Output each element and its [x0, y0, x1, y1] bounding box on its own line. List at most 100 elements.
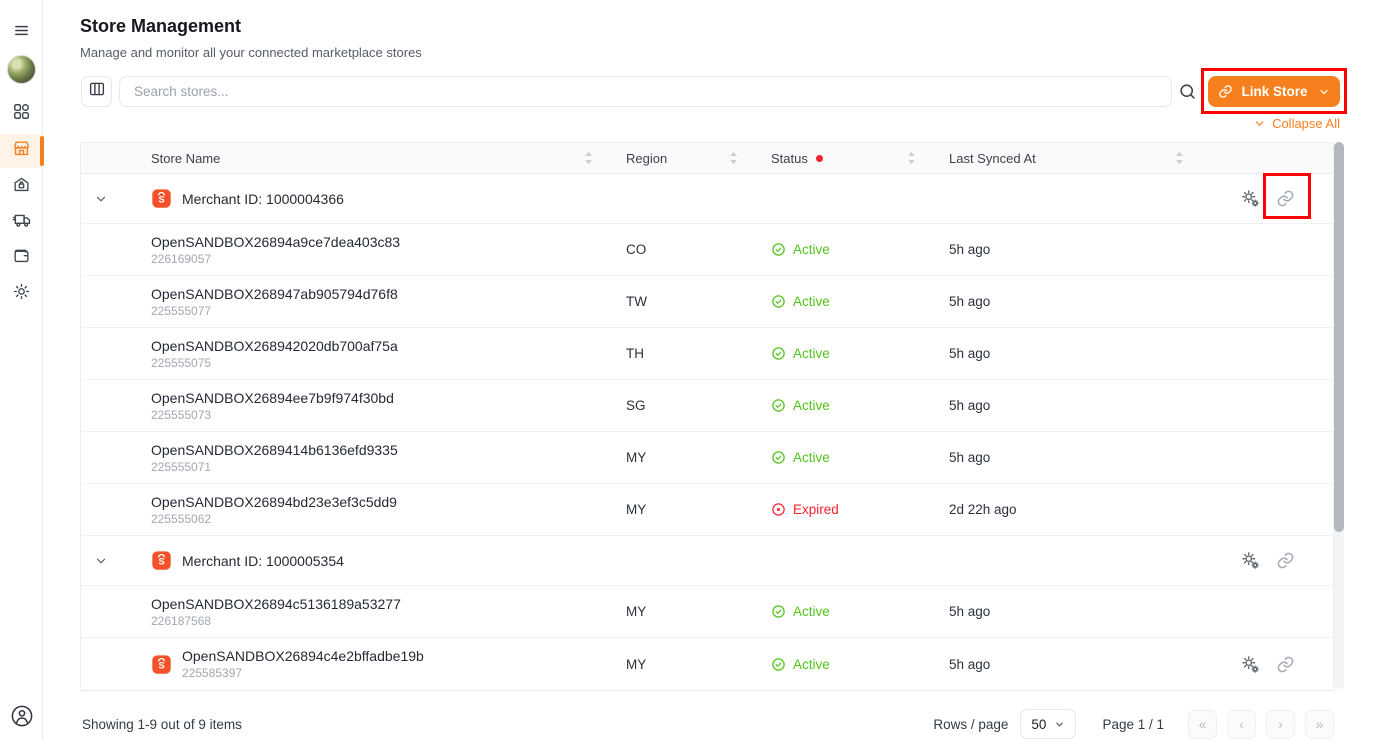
pagination-bar: Rows / page 50 Page 1 / 1 « ‹ › » [933, 709, 1334, 739]
status-label: Active [793, 242, 830, 257]
unlink-store-icon[interactable] [1274, 653, 1296, 675]
grid-icon [12, 102, 31, 126]
store-settings-icon[interactable] [1239, 653, 1261, 675]
store-row[interactable]: OpenSANDBOX26894a9ce7dea403c83 226169057 C… [81, 224, 1333, 276]
sidebar-item-dashboard[interactable] [0, 97, 43, 131]
sidebar-item-logistics[interactable] [0, 205, 43, 239]
previous-page-button[interactable]: ‹ [1227, 709, 1256, 739]
hamburger-menu-icon[interactable] [0, 13, 43, 47]
store-row[interactable]: OpenSANDBOX26894bd23e3ef3c5dd9 225555062 M… [81, 484, 1333, 536]
store-last-synced: 5h ago [949, 656, 991, 672]
store-name: OpenSANDBOX268947ab905794d76f8 [151, 285, 398, 302]
column-header-store-name[interactable]: Store Name [81, 143, 626, 173]
page-title: Store Management [80, 16, 242, 36]
home-lock-icon [12, 175, 31, 199]
collapse-all-button[interactable]: Collapse All [1253, 116, 1340, 131]
status-label: Active [793, 294, 830, 309]
status-icon [771, 502, 786, 517]
unlink-store-icon[interactable] [1274, 550, 1296, 572]
vertical-scrollbar-thumb[interactable] [1334, 142, 1344, 532]
store-last-synced: 5h ago [949, 346, 991, 361]
store-name: OpenSANDBOX26894a9ce7dea403c83 [151, 233, 401, 250]
sort-icon[interactable] [583, 151, 594, 165]
store-id: 225585397 [182, 666, 243, 680]
chevron-down-icon[interactable] [94, 554, 108, 568]
column-header-region[interactable]: Region [626, 143, 771, 173]
shopee-icon: S [151, 550, 172, 571]
merchant-group-row[interactable]: S Merchant ID: 1000004366 [81, 174, 1333, 224]
sidebar-item-wallet[interactable] [0, 241, 43, 275]
store-id: 225555062 [151, 511, 212, 526]
chevron-down-icon [1318, 86, 1330, 98]
last-page-button[interactable]: » [1305, 709, 1334, 739]
store-region: MY [626, 502, 647, 517]
status-icon [771, 398, 786, 413]
store-region: SG [626, 398, 646, 413]
store-status: Active [771, 586, 949, 637]
status-label: Active [793, 656, 830, 672]
link-store-button[interactable]: Link Store [1208, 76, 1340, 107]
merchant-id-label: Merchant ID: 1000004366 [182, 190, 344, 207]
merchant-group-row[interactable]: S Merchant ID: 1000005354 [81, 536, 1333, 586]
items-count-label: Showing 1-9 out of 9 items [82, 717, 242, 732]
store-region: TW [626, 294, 647, 309]
status-label: Active [793, 450, 830, 465]
store-row[interactable]: OpenSANDBOX268942020db700af75a 225555075 T… [81, 328, 1333, 380]
rows-per-page-label: Rows / page [933, 716, 1009, 732]
store-region: TH [626, 346, 644, 361]
store-status: Active [771, 432, 949, 483]
store-row[interactable]: OpenSANDBOX26894ee7b9f974f30bd 225555073 S… [81, 380, 1333, 432]
store-id: 225555077 [151, 303, 212, 318]
store-row[interactable]: S OpenSANDBOX26894c4e2bffadbe19b 225585397… [81, 638, 1333, 690]
svg-text:S: S [158, 660, 164, 670]
rows-per-page-select[interactable]: 50 [1020, 709, 1077, 739]
store-row[interactable]: OpenSANDBOX268947ab905794d76f8 225555077 T… [81, 276, 1333, 328]
store-row[interactable]: OpenSANDBOX26894c5136189a53277 226187568 M… [81, 586, 1333, 638]
status-label: Active [793, 604, 830, 619]
store-last-synced: 5h ago [949, 450, 991, 465]
column-header-last-synced[interactable]: Last Synced At [949, 143, 1199, 173]
status-icon [771, 242, 786, 257]
user-avatar[interactable] [7, 55, 36, 84]
sort-icon[interactable] [906, 151, 917, 165]
svg-text:S: S [158, 557, 164, 567]
sort-icon[interactable] [1174, 151, 1185, 165]
store-last-synced: 5h ago [949, 294, 991, 309]
store-name: OpenSANDBOX268942020db700af75a [151, 337, 398, 354]
column-header-status[interactable]: Status [771, 143, 949, 173]
status-icon [771, 450, 786, 465]
store-id: 225555073 [151, 407, 212, 422]
sidebar-item-settings[interactable] [0, 277, 43, 311]
status-icon [771, 604, 786, 619]
sidebar-item-account[interactable] [0, 701, 43, 735]
store-name: OpenSANDBOX26894c4e2bffadbe19b [182, 648, 424, 664]
status-icon [771, 346, 786, 361]
sidebar [0, 0, 44, 741]
sort-icon[interactable] [728, 151, 739, 165]
page-indicator: Page 1 / 1 [1102, 716, 1164, 732]
sidebar-item-stores[interactable] [0, 134, 44, 168]
store-settings-icon[interactable] [1239, 188, 1261, 210]
store-region: MY [626, 450, 647, 465]
store-last-synced: 2d 22h ago [949, 502, 1017, 517]
store-status: Active [771, 276, 949, 327]
stores-table: Store Name Region Status Last Synced At … [80, 142, 1334, 691]
column-settings-button[interactable] [81, 76, 112, 107]
store-last-synced: 5h ago [949, 242, 991, 257]
store-row[interactable]: OpenSANDBOX2689414b6136efd9335 225555071 M… [81, 432, 1333, 484]
search-input[interactable] [119, 76, 1172, 107]
sidebar-item-warehouse[interactable] [0, 170, 43, 204]
store-status: Expired [771, 484, 949, 535]
table-header: Store Name Region Status Last Synced At [81, 143, 1333, 174]
status-icon [771, 294, 786, 309]
store-last-synced: 5h ago [949, 604, 991, 619]
chevron-down-icon[interactable] [94, 192, 108, 206]
search-icon[interactable] [1178, 82, 1197, 106]
unlink-store-icon[interactable] [1274, 188, 1296, 210]
next-page-button[interactable]: › [1266, 709, 1295, 739]
store-last-synced: 5h ago [949, 398, 991, 413]
store-settings-icon[interactable] [1239, 550, 1261, 572]
storefront-icon [12, 139, 31, 163]
store-id: 226169057 [151, 251, 212, 266]
first-page-button[interactable]: « [1188, 709, 1217, 739]
